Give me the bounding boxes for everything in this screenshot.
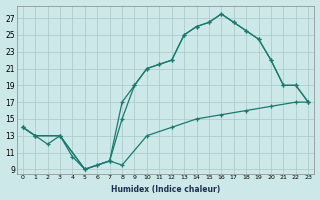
X-axis label: Humidex (Indice chaleur): Humidex (Indice chaleur) — [111, 185, 220, 194]
